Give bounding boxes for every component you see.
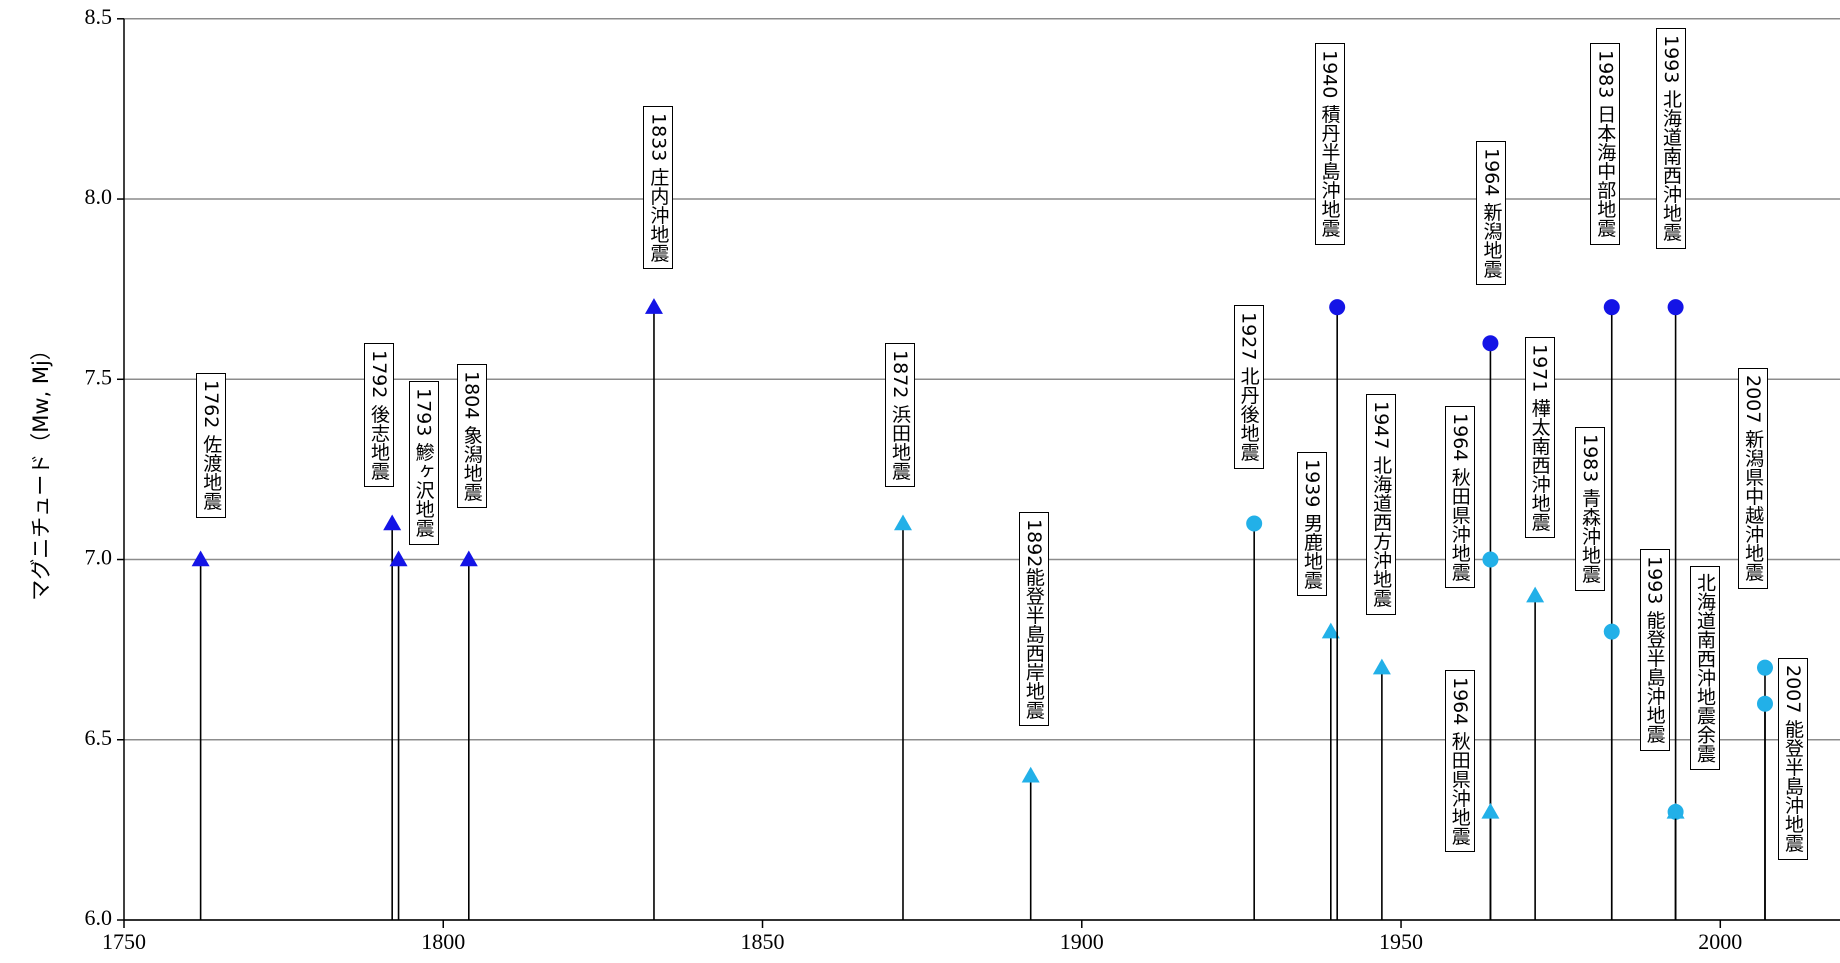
circle-marker <box>1756 659 1773 676</box>
x-tick-label: 1900 <box>1060 929 1104 954</box>
y-axis-label: マグニチュード（Mw, Mj） <box>29 339 53 601</box>
y-tick-label: 8.0 <box>85 184 113 209</box>
event-label: 1804 象潟地震 <box>456 363 487 509</box>
event-label: 1993 北海道南西沖地震 <box>1656 28 1687 249</box>
event-label: 1964 秋田県沖地震 <box>1444 406 1475 589</box>
event-label: 1983 青森沖地震 <box>1575 427 1606 591</box>
event-label: 1971 樺太南西沖地震 <box>1524 336 1555 539</box>
x-tick-label: 1850 <box>741 929 785 954</box>
event-label: 1872 浜田地震 <box>885 342 916 488</box>
circle-marker <box>1667 299 1684 316</box>
event-label: 2007 能登半島沖地震 <box>1778 658 1809 860</box>
event-label: 1964 秋田県沖地震 <box>1444 670 1475 853</box>
event-label: 2007 新潟県中越沖地震 <box>1738 368 1769 589</box>
y-tick-label: 6.5 <box>85 725 113 750</box>
triangle-marker <box>389 550 408 567</box>
triangle-marker <box>383 514 402 531</box>
event-label: 1940 積丹半島沖地震 <box>1314 43 1345 245</box>
triangle-marker <box>191 550 210 567</box>
triangle-marker <box>893 514 912 531</box>
event-label: 1892能登半島西岸地震 <box>1018 511 1049 726</box>
event-label: 北海道南西沖地震余震 <box>1690 565 1721 770</box>
triangle-marker <box>1372 658 1391 675</box>
triangle-marker <box>1321 622 1340 639</box>
event-label: 1993 能登半島沖地震 <box>1639 549 1670 751</box>
circle-marker <box>1756 695 1773 712</box>
triangle-marker <box>1666 802 1685 819</box>
x-tick-label: 1950 <box>1379 929 1423 954</box>
circle-marker <box>1603 623 1620 640</box>
circle-marker <box>1482 551 1499 568</box>
circle-marker <box>1603 299 1620 316</box>
circle-marker <box>1482 335 1499 352</box>
triangle-marker <box>644 298 663 314</box>
event-label: 1947 北海道西方沖地震 <box>1366 394 1397 615</box>
triangle-marker <box>459 550 478 567</box>
event-label: 1793 鰺ヶ沢地震 <box>408 381 439 545</box>
triangle-marker <box>1021 766 1040 783</box>
y-tick-label: 7.5 <box>85 364 113 389</box>
y-tick-label: 7.0 <box>85 545 113 570</box>
circle-marker <box>1329 299 1346 316</box>
event-label: 1792 後志地震 <box>364 342 395 488</box>
event-label: 1983 日本海中部地震 <box>1590 43 1621 245</box>
x-tick-label: 1800 <box>421 929 465 954</box>
y-tick-label: 6.0 <box>85 905 113 930</box>
triangle-marker <box>1481 802 1500 819</box>
circle-marker <box>1246 515 1263 532</box>
y-tick-label: 8.5 <box>85 4 113 29</box>
event-label: 1833 庄内沖地震 <box>643 105 674 270</box>
event-label: 1939 男鹿地震 <box>1296 451 1327 597</box>
x-tick-label: 1750 <box>102 929 146 954</box>
event-label: 1762 佐渡地震 <box>196 373 227 518</box>
event-label: 1927 北丹後地震 <box>1233 305 1264 469</box>
event-label: 1964 新潟地震 <box>1476 140 1507 286</box>
triangle-marker <box>1526 586 1545 603</box>
x-tick-label: 2000 <box>1698 929 1742 954</box>
